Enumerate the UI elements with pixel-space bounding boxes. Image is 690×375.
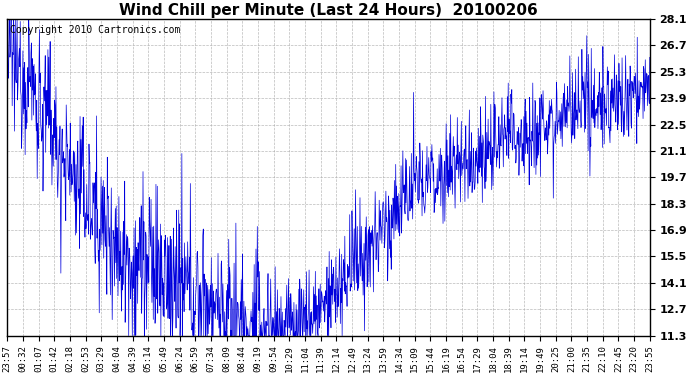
Text: Copyright 2010 Cartronics.com: Copyright 2010 Cartronics.com [10, 25, 181, 35]
Title: Wind Chill per Minute (Last 24 Hours)  20100206: Wind Chill per Minute (Last 24 Hours) 20… [119, 3, 538, 18]
